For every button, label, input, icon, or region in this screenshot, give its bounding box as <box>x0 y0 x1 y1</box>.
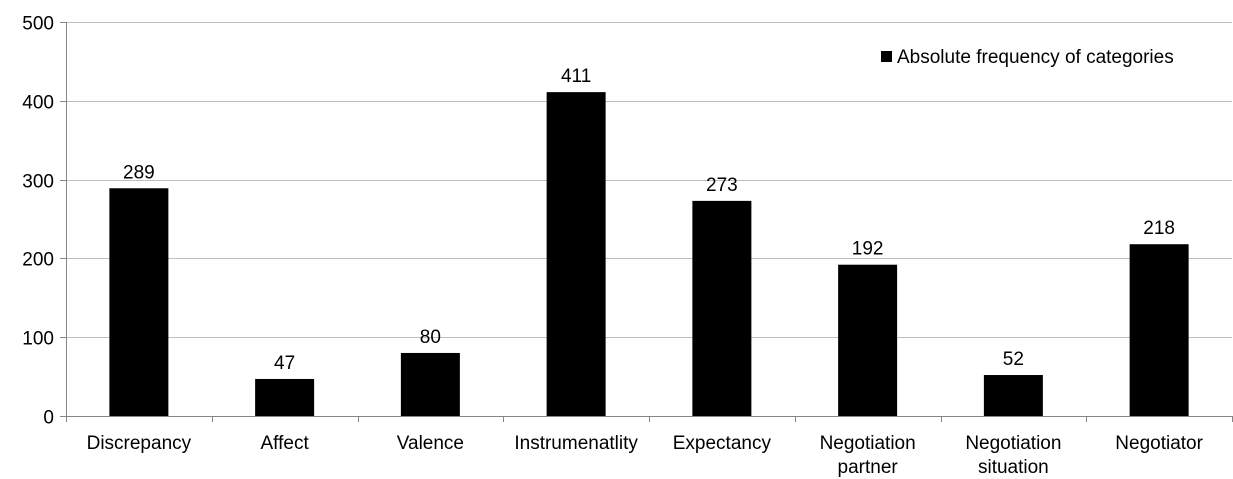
x-category-label: Negotiation situation <box>965 433 1061 478</box>
x-category-label: Affect <box>261 433 310 454</box>
bar <box>109 188 169 416</box>
y-tick-label: 200 <box>22 250 54 271</box>
bar <box>838 264 898 416</box>
y-tick-label: 0 <box>43 408 54 429</box>
x-category-label: Instrumenatlity <box>514 433 638 454</box>
data-label: 273 <box>706 175 738 196</box>
y-tick-label: 400 <box>22 93 54 114</box>
x-axis-category-labels: Discrepancy Affect Valence Instrumenatlity E… <box>87 433 1204 478</box>
bar <box>255 378 315 416</box>
x-category-label: Negotiation partner <box>820 433 916 478</box>
data-label: 192 <box>852 239 884 260</box>
legend: Absolute frequency of categories <box>881 47 1174 68</box>
gridlines <box>66 22 1232 338</box>
bar <box>1129 244 1189 416</box>
legend-swatch <box>881 51 892 62</box>
bar <box>692 200 752 416</box>
x-category-label: Discrepancy <box>87 433 192 454</box>
bar <box>546 92 606 416</box>
bars <box>109 92 1189 416</box>
y-tick-label: 500 <box>22 14 54 35</box>
data-label: 52 <box>1003 349 1024 370</box>
y-axis-tick-labels: 0 100 200 300 400 500 <box>22 14 54 429</box>
x-category-label: Valence <box>397 433 464 454</box>
legend-label: Absolute frequency of categories <box>897 47 1174 68</box>
x-category-label: Expectancy <box>673 433 772 454</box>
data-labels: 289 47 80 411 273 192 52 218 <box>123 66 1175 374</box>
y-tick-label: 300 <box>22 172 54 193</box>
bar <box>983 375 1043 416</box>
y-tick-label: 100 <box>22 329 54 350</box>
data-label: 80 <box>420 327 441 348</box>
axes <box>60 22 1233 422</box>
data-label: 218 <box>1143 218 1175 239</box>
data-label: 289 <box>123 162 155 183</box>
data-label: 411 <box>561 66 591 87</box>
bar <box>400 352 460 416</box>
data-label: 47 <box>274 353 295 374</box>
x-category-label: Negotiator <box>1115 433 1203 454</box>
